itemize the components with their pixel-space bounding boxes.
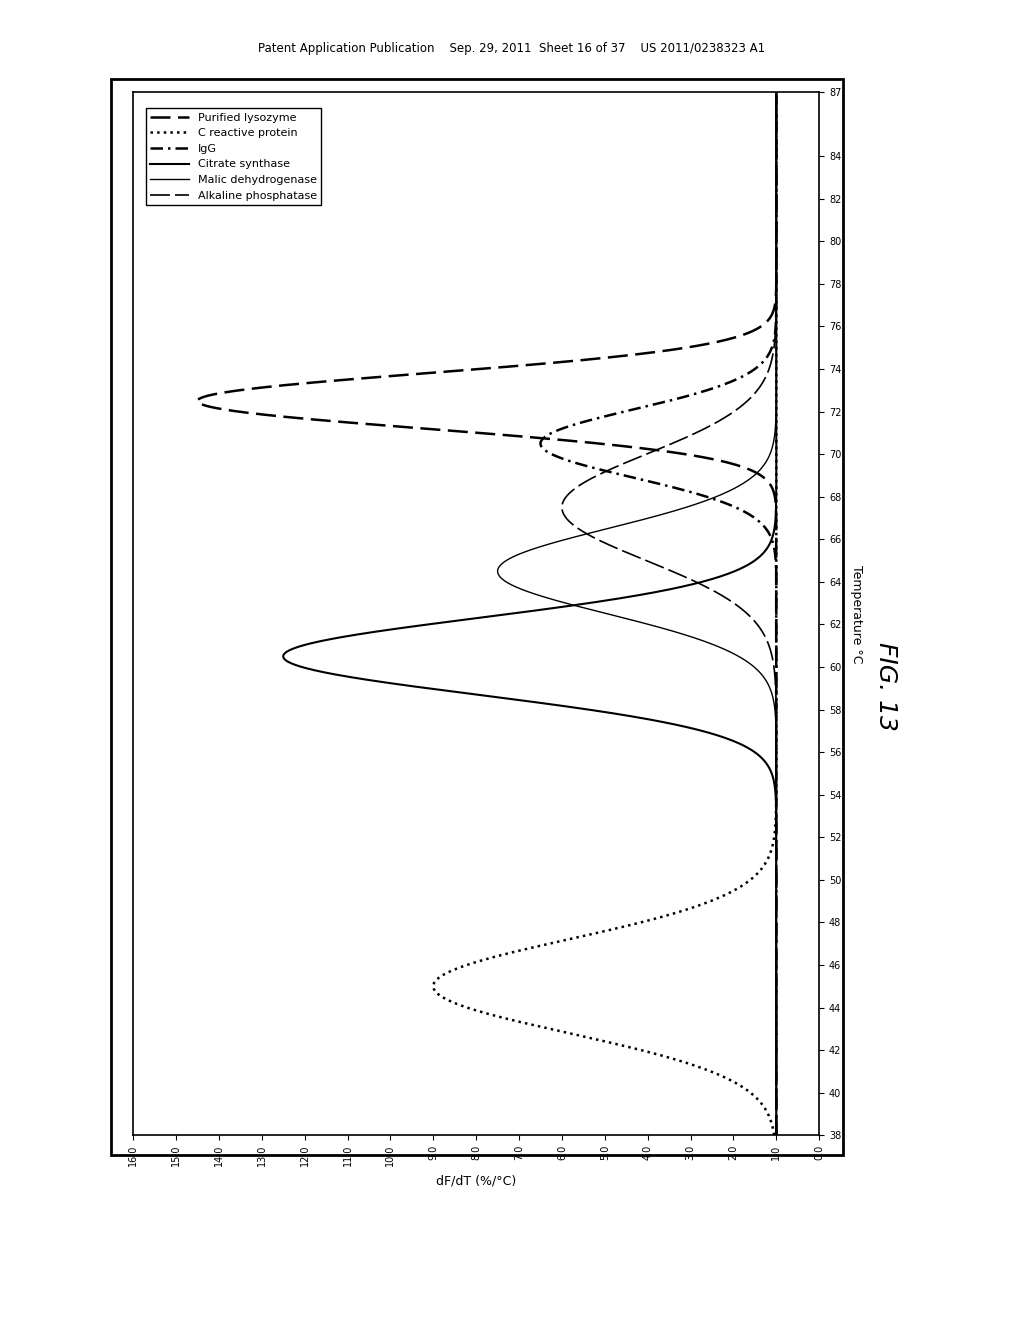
C reactive protein	[770, 306, 782, 322]
C reactive protein	[770, 115, 782, 131]
Alkaline phosphatase	[754, 620, 766, 636]
Malic dehydrogenase	[770, 84, 782, 100]
Citrate synthase	[770, 115, 782, 131]
Citrate synthase	[770, 1127, 782, 1143]
Purified lysozyme	[770, 84, 782, 100]
Purified lysozyme	[770, 620, 782, 636]
C reactive protein	[728, 1074, 740, 1090]
Malic dehydrogenase	[656, 620, 669, 636]
C reactive protein	[770, 115, 782, 131]
Alkaline phosphatase	[766, 648, 778, 664]
Line: C reactive protein: C reactive protein	[433, 92, 776, 1135]
Citrate synthase	[770, 84, 782, 100]
Purified lysozyme	[770, 115, 782, 131]
Line: IgG: IgG	[541, 92, 776, 1135]
Purified lysozyme	[770, 648, 782, 664]
IgG	[770, 620, 782, 636]
C reactive protein	[770, 648, 782, 664]
Purified lysozyme	[766, 306, 778, 322]
C reactive protein	[770, 84, 782, 100]
IgG	[770, 115, 782, 131]
Y-axis label: Temperature °C: Temperature °C	[850, 565, 863, 663]
Malic dehydrogenase	[770, 115, 782, 131]
Legend: Purified lysozyme, C reactive protein, IgG, Citrate synthase, Malic dehydrogenas: Purified lysozyme, C reactive protein, I…	[145, 108, 322, 205]
Alkaline phosphatase	[770, 306, 782, 322]
Alkaline phosphatase	[770, 1127, 782, 1143]
Citrate synthase	[770, 115, 782, 131]
IgG	[770, 1127, 782, 1143]
Malic dehydrogenase	[770, 115, 782, 131]
Citrate synthase	[770, 1074, 782, 1090]
IgG	[770, 1074, 782, 1090]
IgG	[770, 648, 782, 664]
Line: Citrate synthase: Citrate synthase	[284, 92, 776, 1135]
Malic dehydrogenase	[770, 306, 782, 322]
Purified lysozyme	[770, 1127, 782, 1143]
Malic dehydrogenase	[770, 1127, 782, 1143]
Line: Malic dehydrogenase: Malic dehydrogenase	[498, 92, 776, 1135]
Alkaline phosphatase	[770, 115, 782, 131]
Alkaline phosphatase	[770, 84, 782, 100]
Purified lysozyme	[770, 115, 782, 131]
Alkaline phosphatase	[770, 115, 782, 131]
Malic dehydrogenase	[770, 1074, 782, 1090]
Citrate synthase	[770, 306, 782, 322]
Purified lysozyme	[770, 1074, 782, 1090]
IgG	[770, 306, 782, 322]
Citrate synthase	[278, 648, 290, 664]
C reactive protein	[770, 620, 782, 636]
Text: Patent Application Publication    Sep. 29, 2011  Sheet 16 of 37    US 2011/02383: Patent Application Publication Sep. 29, …	[258, 42, 766, 55]
Line: Alkaline phosphatase: Alkaline phosphatase	[562, 92, 776, 1135]
C reactive protein	[768, 1127, 780, 1143]
Malic dehydrogenase	[731, 648, 743, 664]
X-axis label: dF/dT (%/°C): dF/dT (%/°C)	[436, 1175, 516, 1188]
IgG	[770, 115, 782, 131]
Text: FIG. 13: FIG. 13	[873, 642, 898, 731]
Line: Purified lysozyme: Purified lysozyme	[198, 92, 776, 1135]
Citrate synthase	[394, 620, 407, 636]
IgG	[770, 84, 782, 100]
Alkaline phosphatase	[770, 1074, 782, 1090]
